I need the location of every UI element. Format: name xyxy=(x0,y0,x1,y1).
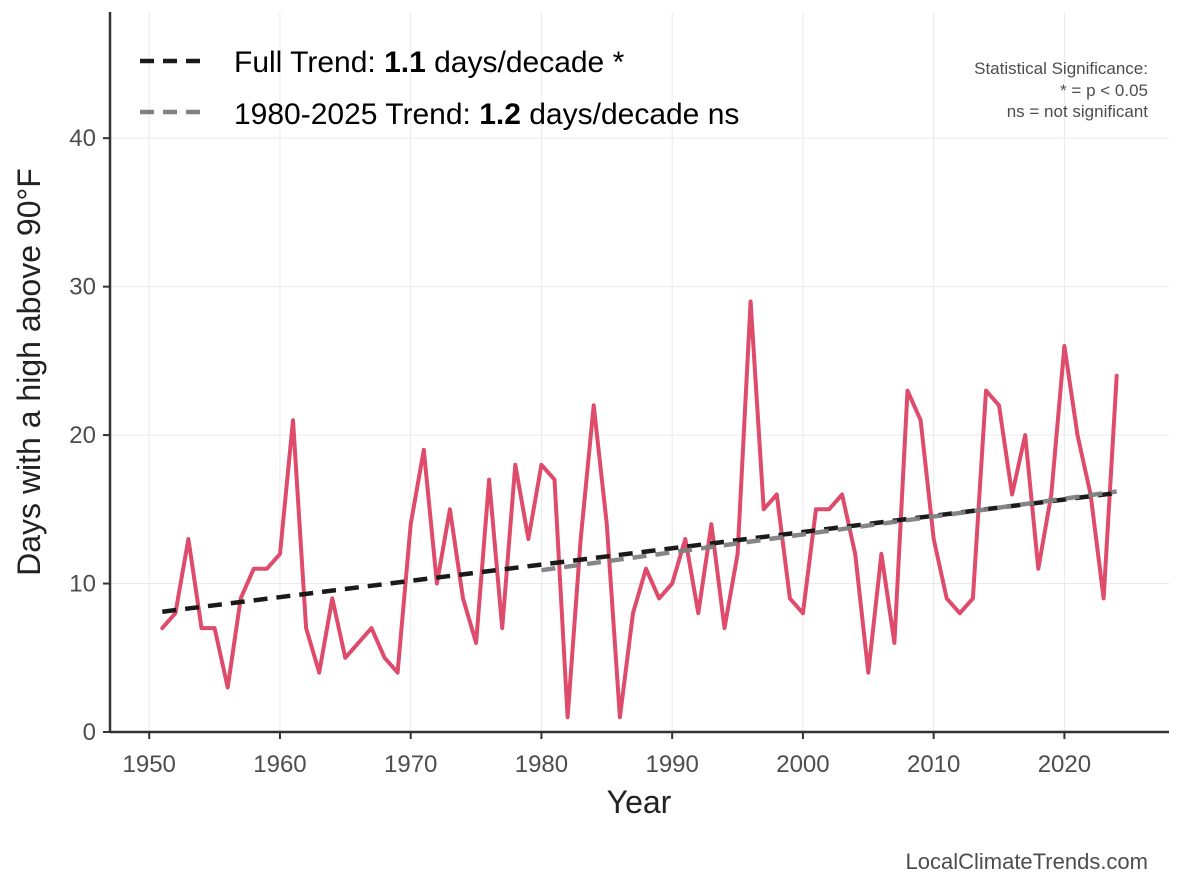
legend-full-trend-suffix: days/decade * xyxy=(426,46,625,79)
significance-title: Statistical Significance: xyxy=(974,59,1148,78)
x-tick-label-1990: 1990 xyxy=(645,751,698,778)
y-tick-label-0: 0 xyxy=(83,719,96,746)
y-tick-label-30: 30 xyxy=(69,274,96,301)
legend-full-trend-prefix: Full Trend: xyxy=(234,46,384,79)
significance-note: Statistical Significance: * = p < 0.05 n… xyxy=(974,59,1148,121)
y-tick-label-10: 10 xyxy=(69,571,96,598)
x-tick-label-2010: 2010 xyxy=(907,751,960,778)
legend-full-trend-label: Full Trend: 1.1 days/decade * xyxy=(234,46,625,79)
significance-line-2: ns = not significant xyxy=(1007,102,1149,121)
significance-line-1: * = p < 0.05 xyxy=(1060,81,1148,100)
legend-recent-trend-suffix: days/decade ns xyxy=(521,98,739,131)
axes xyxy=(108,12,1169,734)
x-tick-label-1960: 1960 xyxy=(253,751,306,778)
x-tick-label-2000: 2000 xyxy=(776,751,829,778)
x-axis-title: Year xyxy=(607,784,672,820)
legend-recent-trend-value: 1.2 xyxy=(479,98,521,131)
legend-recent-trend-label: 1980-2025 Trend: 1.2 days/decade ns xyxy=(234,98,739,131)
y-tick-label-20: 20 xyxy=(69,422,96,449)
trend-layer xyxy=(162,489,1118,614)
x-tick-label-1950: 1950 xyxy=(123,751,176,778)
x-tick-label-2020: 2020 xyxy=(1038,751,1091,778)
credit-label: LocalClimateTrends.com xyxy=(906,849,1149,874)
legend-full-trend-value: 1.1 xyxy=(384,46,426,79)
gridlines xyxy=(110,12,1169,733)
x-tick-label-1970: 1970 xyxy=(384,751,437,778)
y-axis-title: Days with a high above 90°F xyxy=(11,168,47,576)
series-layer xyxy=(160,299,1119,720)
recent-trend-line xyxy=(541,489,1118,573)
series-line-0 xyxy=(160,299,1119,720)
x-tick-label-1980: 1980 xyxy=(515,751,568,778)
legend-recent-trend-prefix: 1980-2025 Trend: xyxy=(234,98,479,131)
y-tick-label-40: 40 xyxy=(69,125,96,152)
ticks: 0 10 20 30 40 1950 1960 1970 1980 1990 2000 2010 202… xyxy=(69,125,1091,778)
legend: Full Trend: 1.1 days/decade * 1980-2025 … xyxy=(140,46,739,131)
